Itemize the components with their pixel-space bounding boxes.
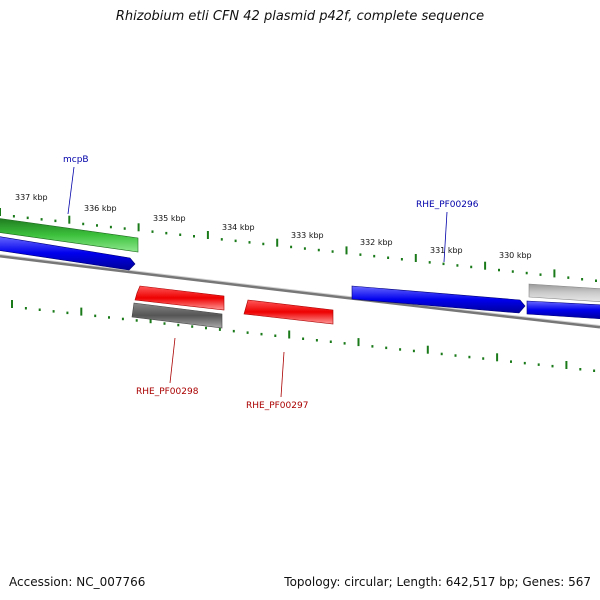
gene-RHE_PF00297[interactable] <box>243 299 334 325</box>
callout-line-RHE_PF00297 <box>280 351 285 398</box>
tick-label: 335 kbp <box>153 214 186 223</box>
gene-label-RHE_PF00298[interactable]: RHE_PF00298 <box>136 387 199 397</box>
gene-label-RHE_PF00296[interactable]: RHE_PF00296 <box>416 200 479 210</box>
gene-reverse-darkgray[interactable] <box>131 302 223 329</box>
gene-label-RHE_PF00297[interactable]: RHE_PF00297 <box>246 401 308 411</box>
gene-mcpB[interactable] <box>0 218 139 253</box>
gene-forward-blue-2[interactable] <box>526 300 600 320</box>
map-title: Rhizobium etli CFN 42 plasmid p42f, comp… <box>115 9 485 24</box>
tick-row-forward <box>0 208 597 282</box>
gene-RHE_PF00296[interactable] <box>351 285 526 314</box>
callout-line-mcpB <box>67 166 75 215</box>
tick-label: 336 kbp <box>84 204 117 213</box>
tick-label: 337 kbp <box>15 193 48 202</box>
topology-summary: Topology: circular; Length: 642,517 bp; … <box>284 575 591 589</box>
gene-forward-blue-1[interactable] <box>0 236 136 271</box>
tick-label: 334 kbp <box>222 223 255 232</box>
gene-forward-gray[interactable] <box>528 283 600 303</box>
callout-line-RHE_PF00298 <box>169 337 176 384</box>
callout-line-RHE_PF00296 <box>443 211 448 263</box>
tick-label: 333 kbp <box>291 231 324 240</box>
gene-RHE_PF00298[interactable] <box>134 285 225 311</box>
tick-label: 330 kbp <box>499 251 532 260</box>
accession-label: Accession: NC_007766 <box>9 575 146 589</box>
plasmid-backbone <box>0 254 600 329</box>
tick-label: 331 kbp <box>430 246 463 255</box>
tick-label: 332 kbp <box>360 238 393 247</box>
gene-label-mcpB[interactable]: mcpB <box>63 155 89 165</box>
